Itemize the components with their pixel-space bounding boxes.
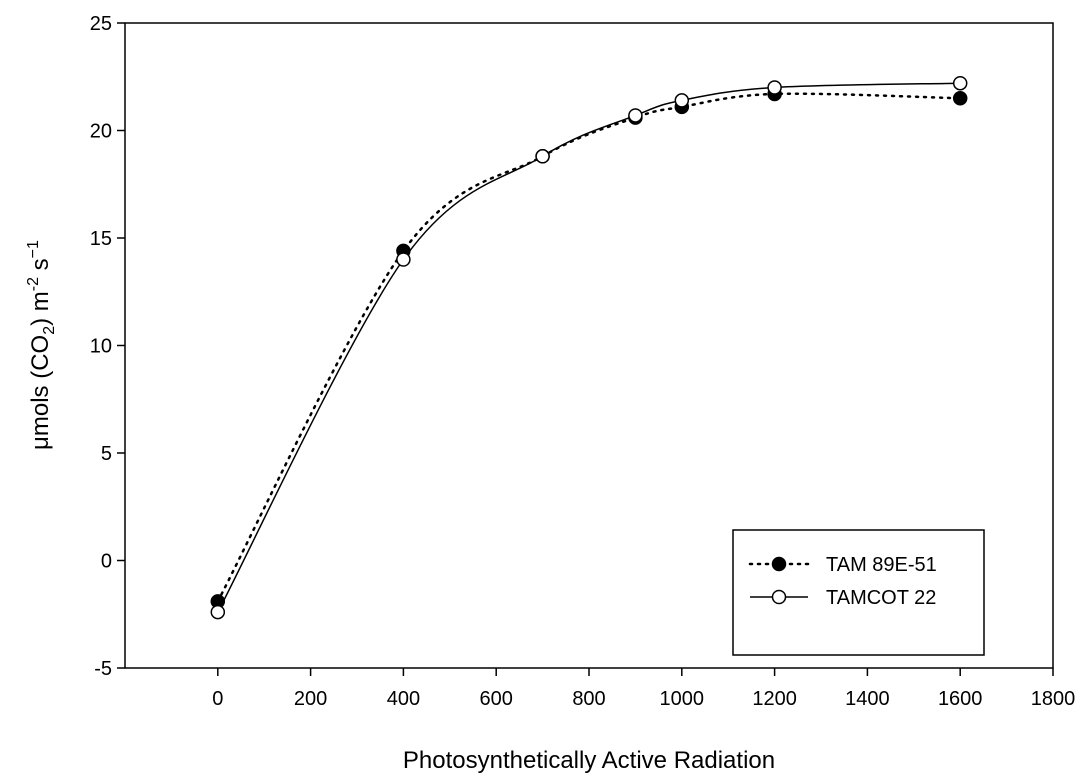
x-tick-label: 1400: [845, 688, 890, 710]
x-tick-label: 400: [387, 688, 420, 710]
data-point-tamcot-22: [628, 108, 643, 123]
data-point-tamcot-22: [767, 80, 782, 95]
x-tick-label: 1600: [938, 688, 983, 710]
y-tick-label: 10: [90, 336, 112, 358]
y-tick-label: 25: [90, 13, 112, 35]
data-point-tamcot-22: [674, 93, 690, 108]
x-axis: 0 200 400 600 800 1000 1200 1400 1600 1800: [212, 668, 1075, 710]
legend-label-tam-89e-51: TAM 89E-51: [826, 554, 937, 576]
y-axis-title: μmols (CO2) m-2 s−1: [25, 240, 58, 450]
x-axis-title: Photosynthetically Active Radiation: [403, 747, 775, 774]
data-point-tam-89e-51: [952, 91, 968, 106]
x-tick-label: 0: [212, 688, 223, 710]
x-tick-label: 800: [572, 688, 605, 710]
y-tick-label: 15: [90, 228, 112, 250]
legend-label-tamcot-22: TAMCOT 22: [826, 587, 936, 609]
y-tick-label: -5: [94, 658, 112, 680]
y-tick-label: 5: [101, 443, 112, 465]
data-point-tamcot-22: [396, 252, 411, 267]
data-point-tamcot-22: [952, 75, 968, 91]
legend: TAM 89E-51 TAMCOT 22: [732, 529, 985, 656]
y-axis: -5 0 5 10 15 20 25: [90, 13, 125, 680]
y-tick-label: 0: [101, 551, 112, 573]
data-point-tamcot-22: [535, 149, 550, 164]
x-tick-label: 1200: [752, 688, 797, 710]
legend-marker-tamcot-22: [771, 589, 787, 605]
x-tick-label: 1000: [660, 688, 705, 710]
legend-marker-tam-89e-51: [771, 556, 787, 572]
data-point-tamcot-22: [210, 604, 226, 620]
x-tick-label: 600: [480, 688, 513, 710]
series-line-tam-89e-51: [216, 92, 962, 603]
y-tick-label: 20: [90, 121, 112, 143]
x-tick-label: 200: [294, 688, 327, 710]
plot-area: [210, 75, 968, 620]
x-tick-label: 1800: [1031, 688, 1076, 710]
